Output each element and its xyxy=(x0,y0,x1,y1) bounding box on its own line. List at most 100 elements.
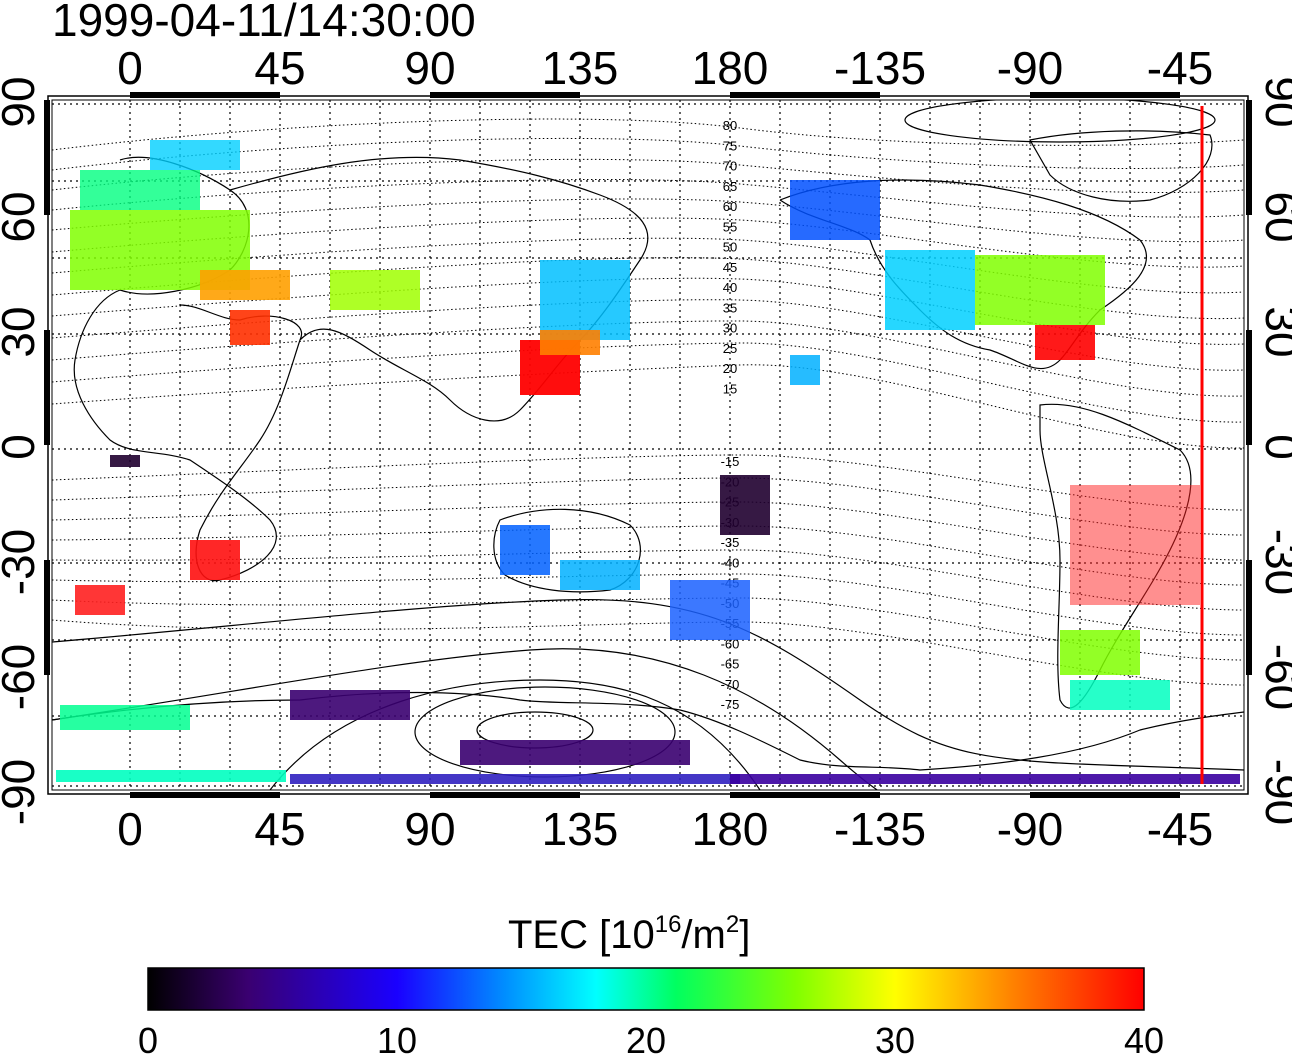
tec-patch xyxy=(1035,325,1095,360)
bottom-lon-tick-label: -90 xyxy=(997,803,1063,855)
colorbar: TEC [1016/m2] 0 10 20 30 40 xyxy=(138,911,1164,1057)
tec-patch xyxy=(200,270,290,300)
contour-label: 30 xyxy=(723,321,737,336)
tec-patch xyxy=(540,330,600,355)
colorbar-tick-label: 0 xyxy=(138,1020,158,1057)
tec-patch xyxy=(150,140,240,170)
tec-patch xyxy=(56,770,286,782)
right-lat-tick-label: -90 xyxy=(1256,759,1292,825)
contour-label: 20 xyxy=(723,361,737,376)
right-latitude-ticks: 90 60 30 0 -30 -60 -90 xyxy=(1256,76,1292,825)
tec-patch xyxy=(670,580,750,640)
right-lat-tick-label: -60 xyxy=(1256,644,1292,710)
right-lat-tick-label: 60 xyxy=(1256,191,1292,242)
contour-label: -35 xyxy=(721,535,740,550)
right-lat-tick-label: 30 xyxy=(1256,306,1292,357)
tec-patch xyxy=(1070,485,1200,605)
bottom-lon-tick-label: -45 xyxy=(1147,803,1213,855)
tec-patch xyxy=(290,774,740,784)
contour-label: 75 xyxy=(723,138,737,153)
contour-label: 55 xyxy=(723,219,737,234)
contour-label: -75 xyxy=(721,697,740,712)
colorbar-tick-label: 10 xyxy=(377,1020,417,1057)
contour-label: -40 xyxy=(721,555,740,570)
contour-label: 60 xyxy=(723,199,737,214)
tec-patch xyxy=(790,180,880,240)
map-frame xyxy=(44,92,1252,798)
left-lat-tick-label: 30 xyxy=(0,306,44,357)
bottom-lon-tick-label: 0 xyxy=(117,803,143,855)
colorbar-ticks: 0 10 20 30 40 xyxy=(138,1020,1164,1057)
tec-patch xyxy=(1070,680,1170,710)
bottom-longitude-ticks: 0 45 90 135 180 -135 -90 -45 xyxy=(117,803,1213,855)
right-lat-tick-label: 90 xyxy=(1256,76,1292,127)
tec-patch xyxy=(230,310,270,345)
colorbar-label-exp1: 16 xyxy=(655,911,682,938)
tec-patch xyxy=(500,525,550,575)
right-lat-tick-label: -30 xyxy=(1256,529,1292,595)
bottom-lon-tick-label: 135 xyxy=(542,803,619,855)
contour-label: 25 xyxy=(723,341,737,356)
tec-patch xyxy=(290,690,410,720)
top-lon-tick-label: 135 xyxy=(542,42,619,94)
bottom-lon-tick-label: -135 xyxy=(834,803,926,855)
tec-patch xyxy=(1060,630,1140,675)
top-lon-tick-label: -45 xyxy=(1147,42,1213,94)
coast-greenland xyxy=(1029,130,1213,202)
contour-label: 80 xyxy=(723,118,737,133)
top-longitude-ticks: 0 45 90 135 180 -135 -90 -45 xyxy=(117,42,1213,94)
tec-patch xyxy=(975,255,1105,325)
left-lat-tick-label: -90 xyxy=(0,759,44,825)
map-inner-border xyxy=(51,99,1245,791)
contour-label: 40 xyxy=(723,280,737,295)
left-lat-tick-label: -60 xyxy=(0,644,44,710)
contour-label: 50 xyxy=(723,240,737,255)
bottom-lon-tick-label: 90 xyxy=(404,803,455,855)
colorbar-tick-label: 40 xyxy=(1124,1020,1164,1057)
contour-label: -70 xyxy=(721,677,740,692)
top-lon-tick-label: -135 xyxy=(834,42,926,94)
colorbar-label-main: TEC [10 xyxy=(508,913,655,957)
colorbar-tick-label: 20 xyxy=(626,1020,666,1057)
contour-label: -15 xyxy=(721,454,740,469)
top-lon-tick-label: 180 xyxy=(692,42,769,94)
colorbar-title: TEC [1016/m2] xyxy=(508,911,750,957)
contour-label: 35 xyxy=(723,300,737,315)
tec-patch xyxy=(460,740,690,765)
frame-ticks xyxy=(44,92,1252,798)
colorbar-gradient xyxy=(147,967,1145,1011)
tec-patch xyxy=(560,560,640,590)
contour-label: 15 xyxy=(723,381,737,396)
left-lat-tick-label: 90 xyxy=(0,76,44,127)
tec-patch xyxy=(60,705,190,730)
contour-label: -65 xyxy=(721,657,740,672)
colorbar-label-close: ] xyxy=(739,913,750,957)
left-lat-tick-label: -30 xyxy=(0,529,44,595)
left-latitude-ticks: 90 60 30 0 -30 -60 -90 xyxy=(0,76,44,825)
tec-patch xyxy=(75,585,125,615)
contour-label: 45 xyxy=(723,260,737,275)
colorbar-label-exp2: 2 xyxy=(726,911,739,938)
left-lat-tick-label: 60 xyxy=(0,191,44,242)
bottom-lon-tick-label: 180 xyxy=(692,803,769,855)
timestamp-title: 1999-04-11/14:30:00 xyxy=(52,0,476,46)
tec-patch xyxy=(110,455,140,467)
tec-patch xyxy=(720,475,770,535)
contour-label: 65 xyxy=(723,179,737,194)
tec-patch xyxy=(330,270,420,310)
colorbar-tick-label: 30 xyxy=(875,1020,915,1057)
tec-patch xyxy=(540,260,630,340)
tec-patch xyxy=(885,250,975,330)
colorbar-label-unit: /m xyxy=(681,913,725,957)
top-lon-tick-label: 0 xyxy=(117,42,143,94)
tec-patch xyxy=(80,170,200,210)
top-lon-tick-label: 90 xyxy=(404,42,455,94)
contour-label: 70 xyxy=(723,159,737,174)
right-lat-tick-label: 0 xyxy=(1256,434,1292,460)
tec-patch xyxy=(790,355,820,385)
tec-patch xyxy=(730,774,1240,784)
left-lat-tick-label: 0 xyxy=(0,434,44,460)
tec-data-patches xyxy=(56,140,1240,784)
tec-patch xyxy=(190,540,240,580)
